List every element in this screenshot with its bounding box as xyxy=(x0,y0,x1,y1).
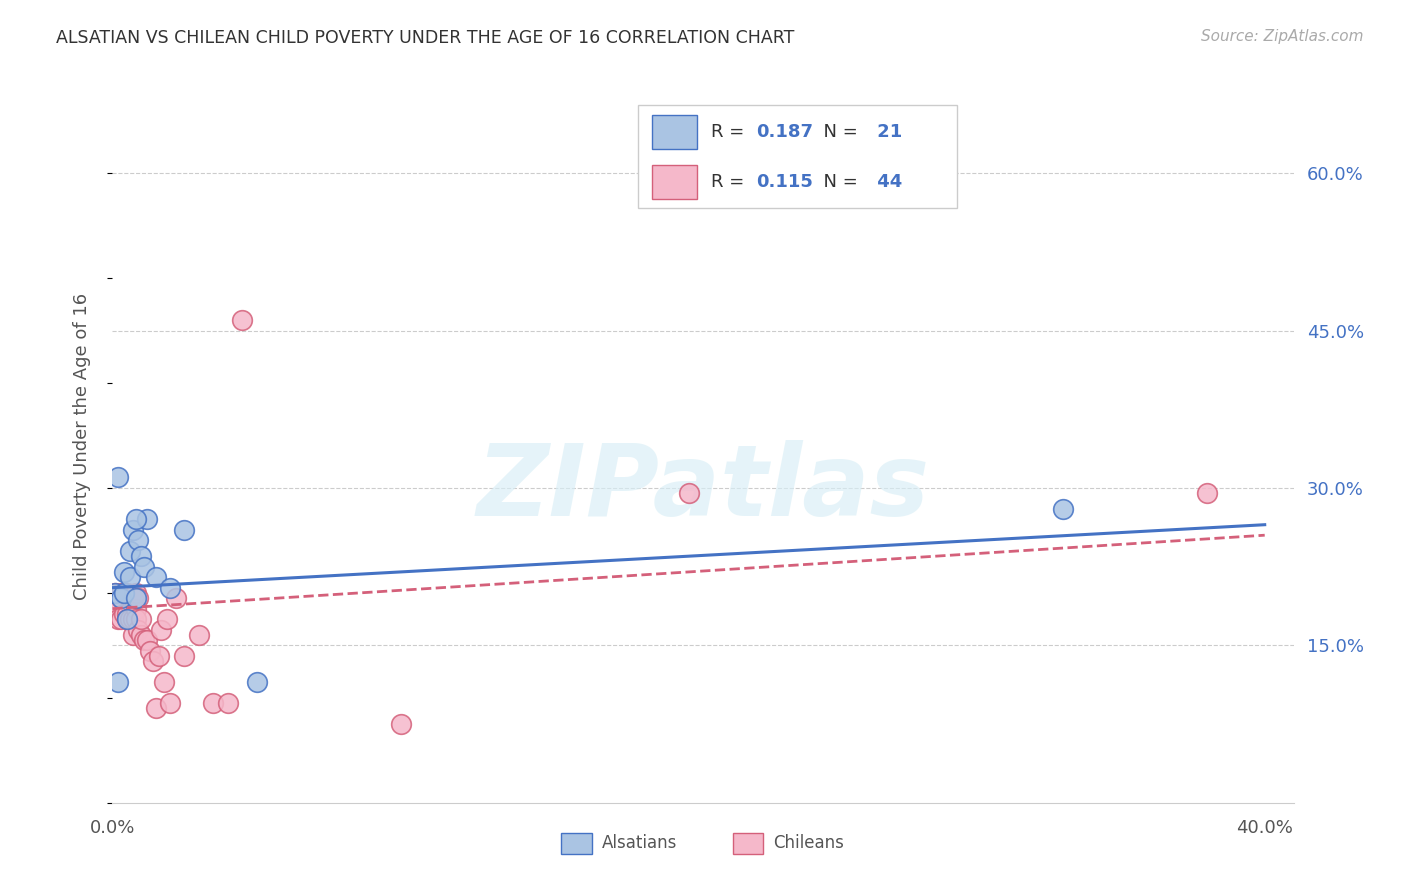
Point xyxy=(173,523,195,537)
Point xyxy=(118,591,141,606)
FancyBboxPatch shape xyxy=(652,115,697,149)
Text: 0.187: 0.187 xyxy=(756,123,813,141)
Point xyxy=(148,648,170,663)
Text: R =: R = xyxy=(711,123,751,141)
Text: 44: 44 xyxy=(870,173,903,191)
Point xyxy=(121,523,143,537)
Text: Alsatians: Alsatians xyxy=(602,835,676,853)
Point xyxy=(245,675,267,690)
Point xyxy=(173,648,195,663)
Point xyxy=(115,607,138,621)
Point xyxy=(115,612,138,626)
Text: Source: ZipAtlas.com: Source: ZipAtlas.com xyxy=(1201,29,1364,44)
Point xyxy=(115,612,138,626)
FancyBboxPatch shape xyxy=(561,833,592,855)
Point xyxy=(127,533,149,548)
Point xyxy=(136,633,159,648)
Point xyxy=(1197,486,1219,500)
Point xyxy=(1052,502,1074,516)
Point xyxy=(134,633,156,648)
Text: R =: R = xyxy=(711,173,751,191)
Point xyxy=(112,586,135,600)
Text: N =: N = xyxy=(811,173,863,191)
Point xyxy=(107,470,129,484)
Point xyxy=(217,696,239,710)
Point xyxy=(124,612,146,626)
Point xyxy=(118,612,141,626)
Text: Chileans: Chileans xyxy=(773,835,844,853)
Text: 21: 21 xyxy=(870,123,903,141)
Text: 0.115: 0.115 xyxy=(756,173,813,191)
Point xyxy=(124,512,146,526)
Point xyxy=(389,717,412,731)
Point xyxy=(127,623,149,637)
Point xyxy=(142,654,165,668)
Point xyxy=(121,628,143,642)
Point xyxy=(129,628,152,642)
Point xyxy=(118,591,141,606)
Point xyxy=(110,591,132,606)
Point xyxy=(107,675,129,690)
Point xyxy=(124,591,146,606)
Point xyxy=(165,591,187,606)
Point xyxy=(150,623,173,637)
Point xyxy=(124,601,146,615)
Text: ALSATIAN VS CHILEAN CHILD POVERTY UNDER THE AGE OF 16 CORRELATION CHART: ALSATIAN VS CHILEAN CHILD POVERTY UNDER … xyxy=(56,29,794,46)
Point xyxy=(110,591,132,606)
Point xyxy=(139,643,162,657)
Point xyxy=(121,612,143,626)
Point xyxy=(112,586,135,600)
Point xyxy=(110,612,132,626)
Point xyxy=(231,313,253,327)
Point xyxy=(112,607,135,621)
Text: N =: N = xyxy=(811,123,863,141)
Point xyxy=(129,612,152,626)
Point xyxy=(202,696,225,710)
Point xyxy=(153,675,176,690)
Point xyxy=(145,701,167,715)
Point xyxy=(110,586,132,600)
FancyBboxPatch shape xyxy=(652,165,697,199)
Point xyxy=(115,586,138,600)
Point xyxy=(127,591,149,606)
FancyBboxPatch shape xyxy=(733,833,763,855)
Point xyxy=(187,628,209,642)
Point xyxy=(118,570,141,584)
Point xyxy=(121,591,143,606)
Point xyxy=(678,486,700,500)
Point xyxy=(136,512,159,526)
Point xyxy=(124,586,146,600)
FancyBboxPatch shape xyxy=(638,105,957,209)
Point xyxy=(107,612,129,626)
Point xyxy=(104,586,127,600)
Point xyxy=(104,586,127,600)
Point xyxy=(159,581,181,595)
Point xyxy=(104,601,127,615)
Point xyxy=(112,565,135,579)
Point xyxy=(118,544,141,558)
Point xyxy=(107,601,129,615)
Point xyxy=(156,612,179,626)
Point xyxy=(145,570,167,584)
Y-axis label: Child Poverty Under the Age of 16: Child Poverty Under the Age of 16 xyxy=(73,293,91,599)
Point xyxy=(159,696,181,710)
Point xyxy=(129,549,152,564)
Point xyxy=(134,559,156,574)
Text: ZIPatlas: ZIPatlas xyxy=(477,441,929,537)
